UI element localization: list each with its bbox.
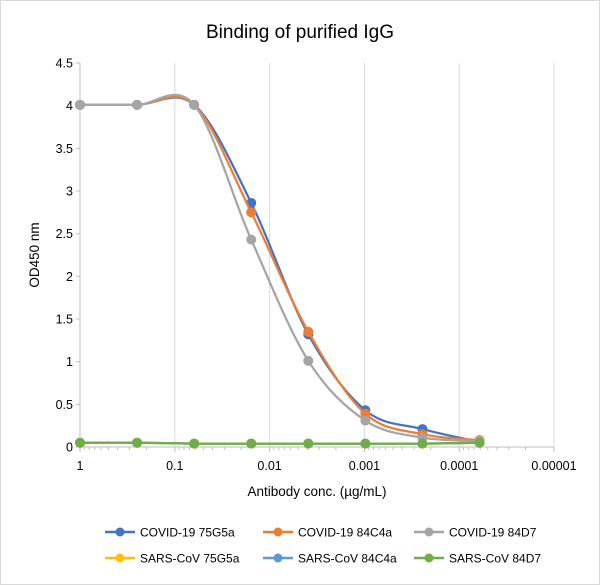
chart-title: Binding of purified IgG [206,22,394,43]
data-point [303,438,314,449]
legend-item: COVID-19 84C4a [263,526,392,540]
data-point [132,99,143,110]
data-point [474,437,485,448]
legend-swatch-marker [115,553,125,563]
series-layer [75,93,485,449]
y-tick-label: 4.5 [56,57,73,71]
y-tick-label: 2.5 [56,227,73,241]
data-point [360,438,371,449]
y-tick-label: 4 [66,99,73,113]
x-tick-label: 0.01 [257,459,281,473]
series-line [78,96,481,444]
y-axis-label: OD450 nm [27,222,42,287]
series-line [78,93,481,443]
data-point [75,99,85,110]
legend-swatch-marker [273,553,283,563]
legend-label: SARS-CoV 75G5a [140,552,240,566]
axes: 0 0.5 1 1.5 2 2.5 3 3.5 4 4.5 1 0.1 0.01 0.001 0.0001 0… [56,57,577,474]
y-tick-label: 0 [66,441,73,455]
x-tick-label: 0.0001 [440,459,478,473]
x-tick-label: 0.001 [349,459,380,473]
x-tick-label: 0.00001 [531,459,576,473]
y-tick-label: 2 [66,270,73,284]
data-point [303,326,314,337]
legend-label: COVID-19 84C4a [298,526,392,540]
data-point [75,437,85,448]
legend-label: COVID-19 75G5a [140,526,235,540]
y-tick-label: 3.5 [56,142,73,156]
data-point [189,438,200,449]
legend-label: SARS-CoV 84C4a [298,552,397,566]
data-point [132,437,143,448]
data-point [303,355,314,366]
legend-swatch-marker [273,527,283,537]
data-point [246,234,257,245]
y-tick-label: 0.5 [56,398,73,412]
y-tick-label: 1 [66,355,73,369]
y-tick-label: 3 [66,185,73,199]
series-sars-cov-84d7 [75,437,485,449]
x-tick-label: 0.1 [166,459,183,473]
legend-label: COVID-19 84D7 [449,526,537,540]
legend-item: SARS-CoV 84C4a [263,552,397,566]
legend-label: SARS-CoV 84D7 [449,552,541,566]
x-tick-label: 1 [77,459,84,473]
legend-swatch-marker [424,527,434,537]
data-point [360,415,371,426]
data-point [189,99,200,110]
data-point [246,438,257,449]
y-tick-label: 1.5 [56,313,73,327]
data-point [246,207,257,218]
legend-item: SARS-CoV 84D7 [414,552,541,566]
x-axis-label: Antibody conc. (µg/mL) [247,484,386,499]
legend-item: COVID-19 75G5a [105,526,235,540]
legend: COVID-19 75G5a COVID-19 84C4a COVID-19 84D… [105,526,541,566]
legend-item: COVID-19 84D7 [414,526,537,540]
data-point [417,438,428,449]
grid [174,63,555,447]
legend-swatch-marker [115,527,125,537]
legend-item: SARS-CoV 75G5a [105,552,240,566]
legend-swatch-marker [424,553,434,563]
